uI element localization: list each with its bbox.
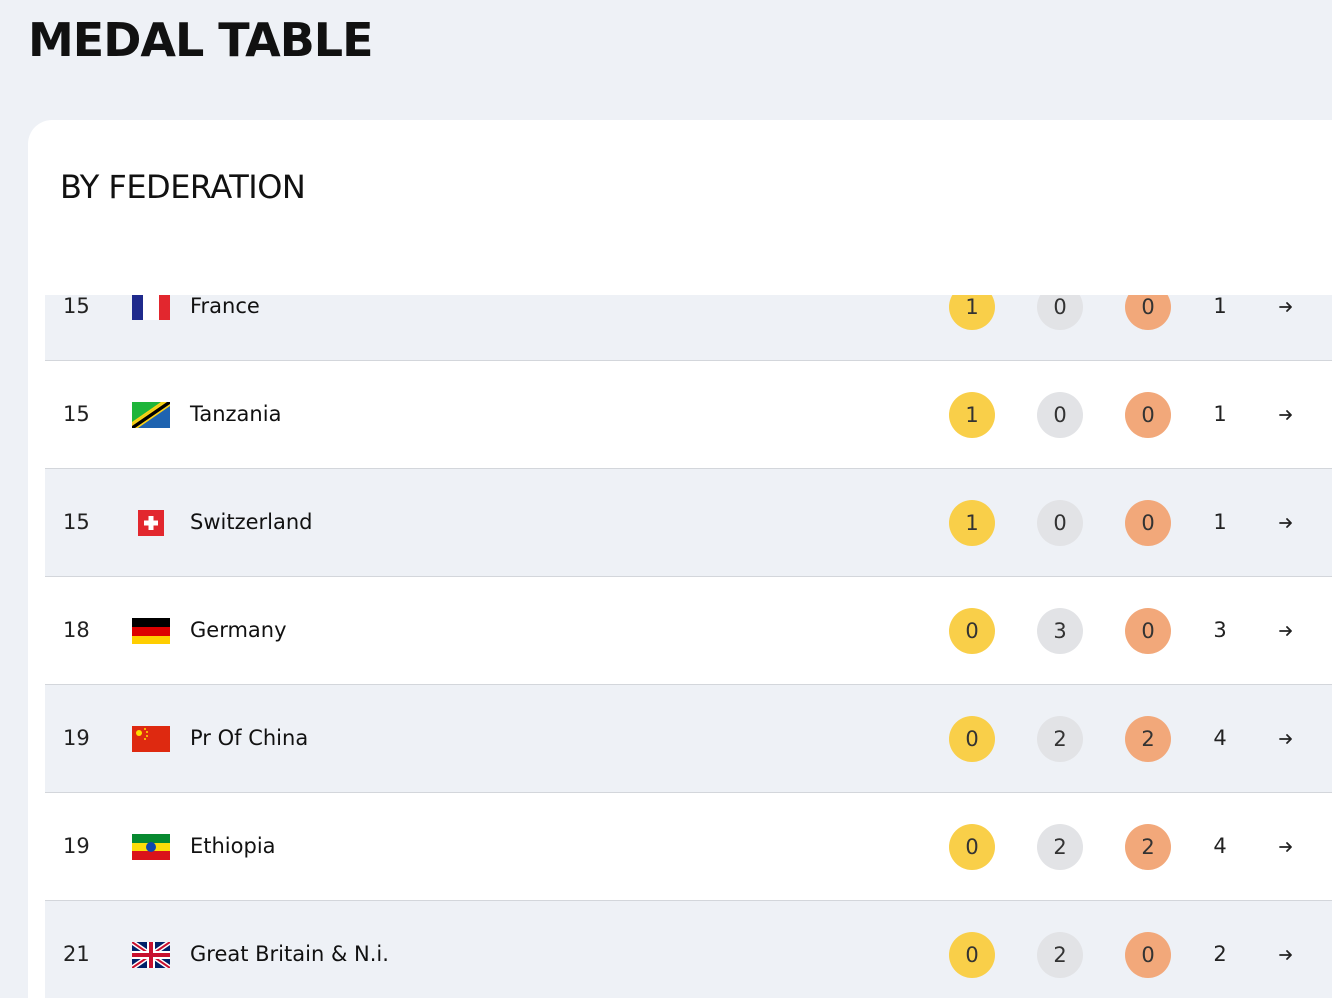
- flag: [138, 510, 164, 536]
- row-arrow[interactable]: [1278, 947, 1294, 963]
- silver-count: 0: [1037, 295, 1083, 330]
- gold-count: 0: [949, 824, 995, 870]
- bronze-count: 2: [1125, 824, 1171, 870]
- rank: 19: [63, 726, 90, 750]
- bronze-count: 0: [1125, 932, 1171, 978]
- medal-row[interactable]: 15 Switzerland 1 0 0 1: [45, 469, 1332, 577]
- silver-count: 2: [1037, 716, 1083, 762]
- country-name: Great Britain & N.i.: [190, 942, 389, 966]
- medal-row[interactable]: 19 Ethiopia 0 2 2 4: [45, 793, 1332, 901]
- country-name: Pr Of China: [190, 726, 309, 750]
- silver-count: 0: [1037, 392, 1083, 438]
- gold-count: 0: [949, 932, 995, 978]
- country-name: Germany: [190, 618, 287, 642]
- page-title: MEDAL TABLE: [28, 13, 374, 67]
- total-count: 3: [1213, 618, 1227, 642]
- medal-row[interactable]: 15 Tanzania 1 0 0 1: [45, 361, 1332, 469]
- rank: 19: [63, 834, 90, 858]
- total-count: 1: [1213, 510, 1227, 534]
- flag: [132, 402, 170, 428]
- flag: [132, 834, 170, 860]
- flag: [132, 618, 170, 644]
- row-arrow[interactable]: [1278, 515, 1294, 531]
- country-name: France: [190, 295, 260, 318]
- gold-count: 0: [949, 608, 995, 654]
- flag: [132, 295, 170, 320]
- silver-count: 3: [1037, 608, 1083, 654]
- bronze-count: 2: [1125, 716, 1171, 762]
- row-arrow[interactable]: [1278, 623, 1294, 639]
- rank: 21: [63, 942, 90, 966]
- country-name: Switzerland: [190, 510, 313, 534]
- bronze-count: 0: [1125, 608, 1171, 654]
- bronze-count: 0: [1125, 500, 1171, 546]
- silver-count: 2: [1037, 932, 1083, 978]
- rank: 15: [63, 510, 90, 534]
- bronze-count: 0: [1125, 392, 1171, 438]
- rank: 15: [63, 402, 90, 426]
- silver-count: 2: [1037, 824, 1083, 870]
- country-name: Ethiopia: [190, 834, 276, 858]
- silver-count: 0: [1037, 500, 1083, 546]
- gold-count: 1: [949, 295, 995, 330]
- medal-row[interactable]: 21 Great Britain & N.i. 0 2 0 2: [45, 901, 1332, 998]
- flag: [132, 726, 170, 752]
- total-count: 2: [1213, 942, 1227, 966]
- gold-count: 1: [949, 500, 995, 546]
- row-arrow[interactable]: [1278, 407, 1294, 423]
- total-count: 1: [1213, 402, 1227, 426]
- total-count: 1: [1213, 295, 1227, 318]
- country-name: Tanzania: [190, 402, 282, 426]
- rank: 18: [63, 618, 90, 642]
- medal-row[interactable]: 15 France 1 0 0 1: [45, 295, 1332, 361]
- row-arrow[interactable]: [1278, 731, 1294, 747]
- row-arrow[interactable]: [1278, 299, 1294, 315]
- total-count: 4: [1213, 726, 1227, 750]
- row-arrow[interactable]: [1278, 839, 1294, 855]
- section-title: BY FEDERATION: [60, 168, 306, 206]
- flag: [132, 942, 170, 968]
- rank: 15: [63, 295, 90, 318]
- medal-row[interactable]: 19 Pr Of China 0 2 2 4: [45, 685, 1332, 793]
- bronze-count: 0: [1125, 295, 1171, 330]
- gold-count: 0: [949, 716, 995, 762]
- medal-rows: 15 France 1 0 0 1 15 Tanzania 1 0 0 1 15 Switzerland 1…: [45, 295, 1332, 998]
- medal-row[interactable]: 18 Germany 0 3 0 3: [45, 577, 1332, 685]
- total-count: 4: [1213, 834, 1227, 858]
- gold-count: 1: [949, 392, 995, 438]
